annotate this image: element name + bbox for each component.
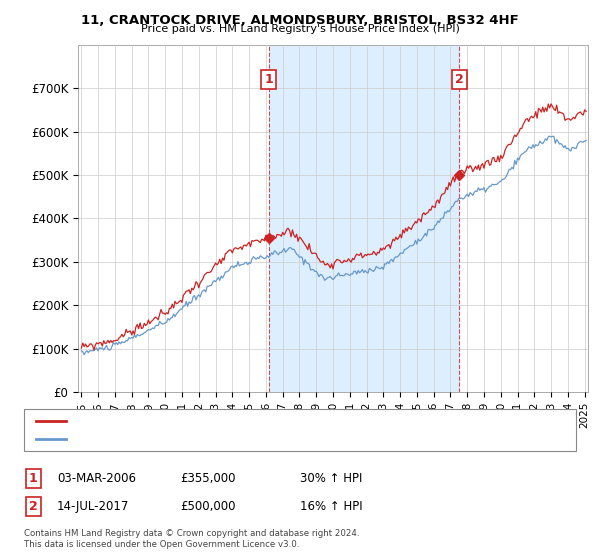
Text: 11, CRANTOCK DRIVE, ALMONDSBURY, BRISTOL, BS32 4HF: 11, CRANTOCK DRIVE, ALMONDSBURY, BRISTOL…: [81, 14, 519, 27]
Text: 14-JUL-2017: 14-JUL-2017: [57, 500, 130, 514]
Text: 1: 1: [29, 472, 37, 486]
Text: Price paid vs. HM Land Registry's House Price Index (HPI): Price paid vs. HM Land Registry's House …: [140, 24, 460, 34]
Text: 11, CRANTOCK DRIVE, ALMONDSBURY, BRISTOL,  BS32 4HF (detached house): 11, CRANTOCK DRIVE, ALMONDSBURY, BRISTOL…: [72, 416, 477, 426]
Text: £500,000: £500,000: [180, 500, 235, 514]
Text: 2: 2: [29, 500, 37, 514]
Text: Contains HM Land Registry data © Crown copyright and database right 2024.
This d: Contains HM Land Registry data © Crown c…: [24, 529, 359, 549]
Text: 16% ↑ HPI: 16% ↑ HPI: [300, 500, 362, 514]
Text: £355,000: £355,000: [180, 472, 235, 486]
Text: 2: 2: [455, 73, 464, 86]
Text: 1: 1: [265, 73, 273, 86]
Text: 30% ↑ HPI: 30% ↑ HPI: [300, 472, 362, 486]
Text: 03-MAR-2006: 03-MAR-2006: [57, 472, 136, 486]
Text: HPI: Average price, detached house, South Gloucestershire: HPI: Average price, detached house, Sout…: [72, 434, 381, 444]
